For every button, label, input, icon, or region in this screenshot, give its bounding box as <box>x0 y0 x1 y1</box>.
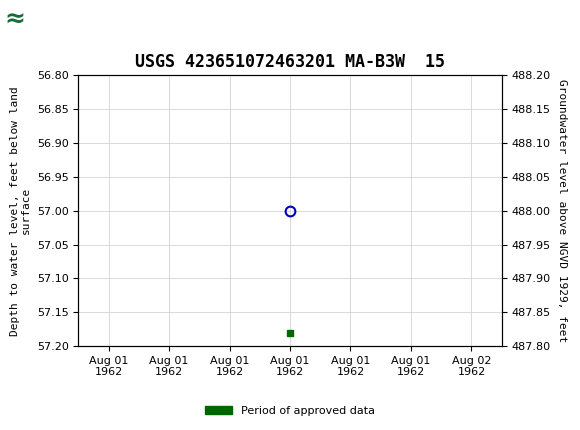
Legend: Period of approved data: Period of approved data <box>200 401 380 420</box>
Text: USGS 423651072463201 MA-B3W  15: USGS 423651072463201 MA-B3W 15 <box>135 53 445 71</box>
Y-axis label: Depth to water level, feet below land
surface: Depth to water level, feet below land su… <box>9 86 31 335</box>
Y-axis label: Groundwater level above NGVD 1929, feet: Groundwater level above NGVD 1929, feet <box>557 79 567 342</box>
Text: ≈: ≈ <box>5 7 26 31</box>
FancyBboxPatch shape <box>3 3 61 36</box>
Text: USGS: USGS <box>32 10 87 28</box>
